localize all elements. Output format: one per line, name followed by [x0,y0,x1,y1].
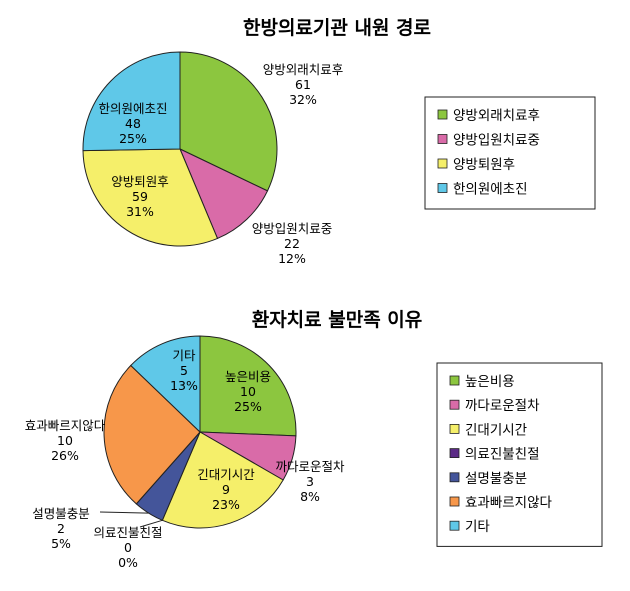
pie-slice [199,335,297,437]
data-label-line: 25% [119,131,147,146]
legend-swatch [449,472,460,483]
legend-box [424,96,596,210]
legend-entry: 의료진불친절 [465,447,540,463]
legend-swatch [437,134,448,144]
data-label-line: 0% [118,555,138,570]
data-label-line: 높은비용 [225,369,271,384]
legend-swatch [449,520,460,531]
legend-swatch [437,183,448,193]
data-label-line: 22 [284,236,300,251]
data-label-line: 0 [124,540,132,555]
legend-entry: 설명불충분 [465,471,527,487]
data-label: 높은비용 10 25% [225,369,271,414]
legend-swatch [449,375,460,386]
data-label-line: 효과빠르지않다 [25,418,106,433]
pie-slice [179,147,269,240]
legend-entry: 높은비용 [465,374,515,390]
data-label-line: 8% [300,489,320,504]
data-label-line: 61 [295,77,311,92]
data-label: 양방입원치료중 22 12% [252,221,333,266]
data-label-line: 26% [51,448,79,463]
pie-slice [179,51,278,192]
data-label-line: 10 [240,384,256,399]
data-label-line: 3 [306,474,314,489]
data-label: 기타 5 13% [170,348,198,393]
data-label-line: 32% [289,92,317,107]
data-label-line: 2 [57,521,65,536]
data-label-line: 양방외래치료후 [263,62,344,77]
data-label-line: 9 [222,482,230,497]
legend-entry: 효과빠르지않다 [465,495,553,511]
data-label-line: 설명불충분 [32,506,90,521]
pie-slice [103,364,201,505]
chart-title: 환자치료 불만족 이유 [252,309,423,331]
data-label-line: 5% [51,536,71,551]
data-label-line: 59 [132,189,148,204]
legend-swatch [449,399,460,410]
data-label: 긴대기시간 9 23% [197,467,255,512]
data-label-line: 10 [57,433,73,448]
data-label: 효과빠르지않다 10 26% [25,418,106,463]
pie-slice [82,51,181,152]
data-label-line: 양방퇴원후 [111,174,169,189]
leader-line [99,511,149,514]
data-label: 설명불충분 2 5% [32,506,90,551]
legend-entry: 양방퇴원후 [453,157,515,173]
legend-entry: 한의원에초진 [453,182,528,198]
data-label-line: 31% [126,204,154,219]
data-label-line: 긴대기시간 [197,467,255,482]
legend-entry: 양방외래치료후 [453,108,540,124]
data-label-line: 까다로운절차 [275,459,345,474]
legend-entry: 까다로운절차 [465,398,540,414]
legend-swatch [437,158,448,169]
legend-box [436,362,603,547]
data-label: 까다로운절차 3 8% [275,459,345,504]
data-label: 의료진불친절 0 0% [93,525,162,570]
data-label-line: 48 [125,116,141,131]
legend-swatch [449,496,460,507]
data-label: 양방퇴원후 59 31% [111,174,169,219]
data-label-line: 5 [180,363,188,378]
data-label-line: 23% [212,497,240,512]
data-label-line: 25% [234,399,262,414]
legend-swatch [449,423,460,434]
legend-entry: 긴대기시간 [465,422,527,438]
data-label-line: 의료진불친절 [93,525,162,540]
legend-entry: 양방입원치료중 [453,133,540,149]
data-label-line: 기타 [172,348,196,363]
pie-slice [130,335,201,434]
data-label-line: 12% [278,251,306,266]
legend-swatch [449,448,460,459]
leader-line [139,519,163,528]
pie-slice [82,148,219,247]
legend-entry: 기타 [465,519,490,535]
legend-swatch [437,109,448,120]
data-label-line: 양방입원치료중 [252,221,333,236]
data-label-line: 한의원에초진 [98,101,167,116]
data-label: 양방외래치료후 61 32% [263,62,344,107]
data-label-line: 13% [170,378,198,393]
pie-slice [161,431,284,529]
data-label: 한의원에초진 48 25% [98,101,167,146]
chart-title: 한방의료기관 내원 경로 [243,17,431,39]
